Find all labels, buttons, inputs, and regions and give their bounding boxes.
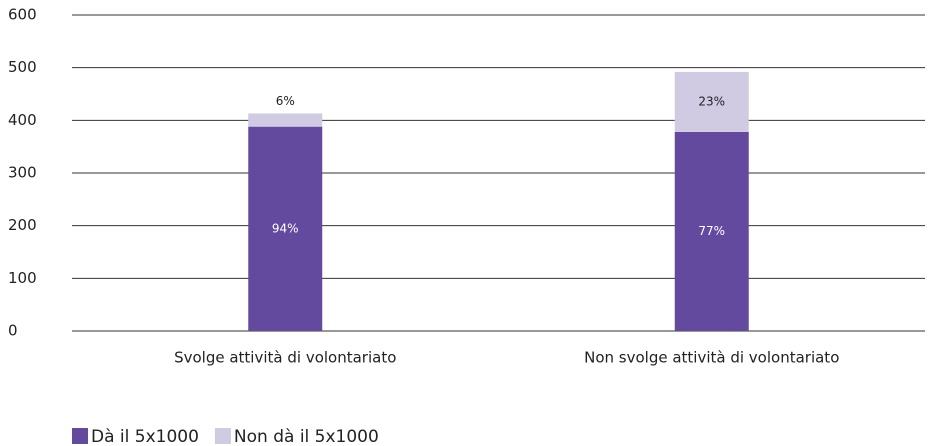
- y-tick-label: 100: [8, 269, 37, 287]
- y-tick-label: 400: [8, 111, 37, 129]
- data-label: 6%: [276, 94, 295, 108]
- data-label: 77%: [698, 224, 725, 238]
- y-tick-label: 200: [8, 216, 37, 234]
- legend-swatch: [214, 428, 231, 444]
- y-tick-label: 300: [8, 164, 37, 182]
- bar-segment: [248, 126, 323, 331]
- data-label: 23%: [698, 94, 725, 108]
- x-tick-label: Non svolge attività di volontariato: [584, 349, 839, 367]
- y-tick-label: 600: [8, 6, 37, 24]
- y-tick-label: 500: [8, 58, 37, 76]
- bar-segment: [674, 71, 749, 132]
- legend-label: Dà il 5x1000: [91, 427, 199, 446]
- y-tick-label: 0: [8, 322, 18, 340]
- legend-label: Non dà il 5x1000: [234, 427, 379, 446]
- bar-segment: [248, 113, 323, 127]
- bar-segment: [674, 131, 749, 331]
- data-label: 94%: [272, 221, 299, 235]
- x-tick-label: Svolge attività di volontariato: [174, 349, 396, 367]
- legend-swatch: [72, 428, 88, 444]
